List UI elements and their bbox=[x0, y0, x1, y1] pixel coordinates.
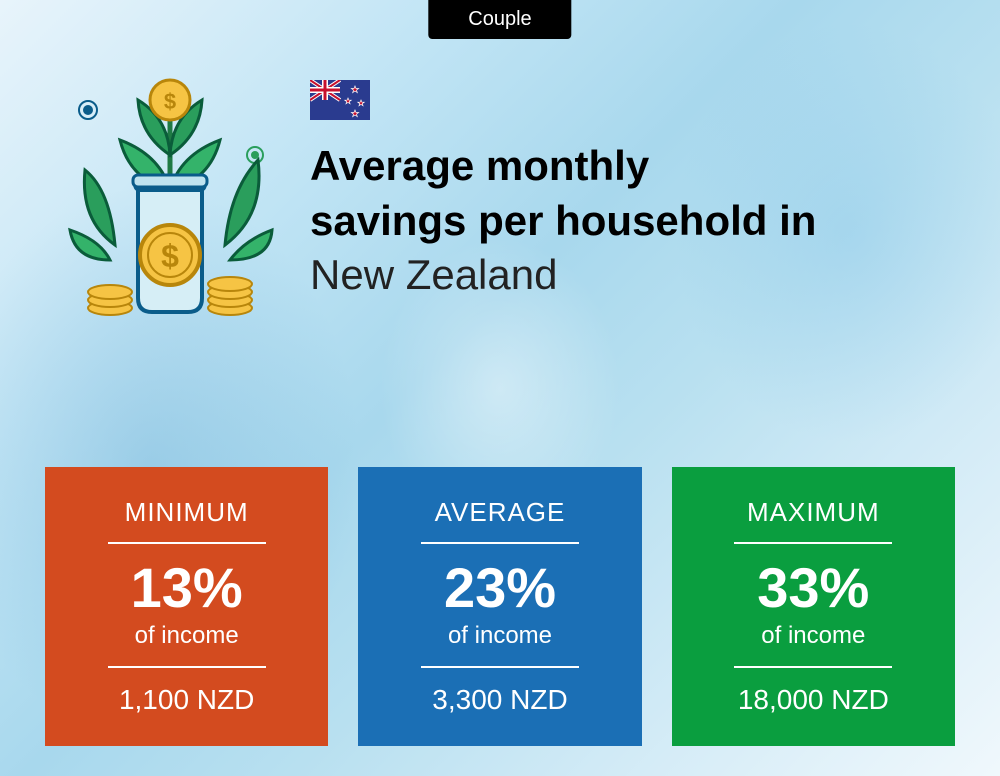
title-line-2: savings per household in bbox=[310, 195, 960, 248]
title-country: New Zealand bbox=[310, 249, 960, 302]
card-percent: 23% bbox=[444, 560, 556, 616]
svg-text:$: $ bbox=[164, 89, 176, 114]
title-line-1: Average monthly bbox=[310, 140, 960, 193]
card-label: MINIMUM bbox=[125, 497, 249, 528]
card-minimum: MINIMUM 13% of income 1,100 NZD bbox=[45, 467, 328, 746]
stat-cards: MINIMUM 13% of income 1,100 NZD AVERAGE … bbox=[45, 467, 955, 746]
category-tab: Couple bbox=[428, 0, 571, 39]
card-maximum: MAXIMUM 33% of income 18,000 NZD bbox=[672, 467, 955, 746]
title-block: Average monthly savings per household in… bbox=[310, 60, 960, 302]
divider-icon bbox=[108, 542, 266, 544]
card-percent: 33% bbox=[757, 560, 869, 616]
nz-flag-icon bbox=[310, 80, 370, 120]
card-amount: 18,000 NZD bbox=[738, 684, 889, 716]
category-tab-label: Couple bbox=[468, 8, 531, 30]
card-sublabel: of income bbox=[135, 622, 239, 650]
divider-icon bbox=[421, 542, 579, 544]
card-percent: 13% bbox=[131, 560, 243, 616]
divider-icon bbox=[421, 666, 579, 668]
header: $ $ bbox=[60, 60, 960, 320]
card-sublabel: of income bbox=[761, 622, 865, 650]
card-sublabel: of income bbox=[448, 622, 552, 650]
card-amount: 1,100 NZD bbox=[119, 684, 254, 716]
divider-icon bbox=[734, 666, 892, 668]
card-amount: 3,300 NZD bbox=[432, 684, 567, 716]
card-label: AVERAGE bbox=[435, 497, 566, 528]
svg-text:$: $ bbox=[161, 238, 179, 274]
divider-icon bbox=[108, 666, 266, 668]
card-label: MAXIMUM bbox=[747, 497, 880, 528]
card-average: AVERAGE 23% of income 3,300 NZD bbox=[358, 467, 641, 746]
divider-icon bbox=[734, 542, 892, 544]
savings-jar-plant-icon: $ $ bbox=[60, 60, 280, 320]
